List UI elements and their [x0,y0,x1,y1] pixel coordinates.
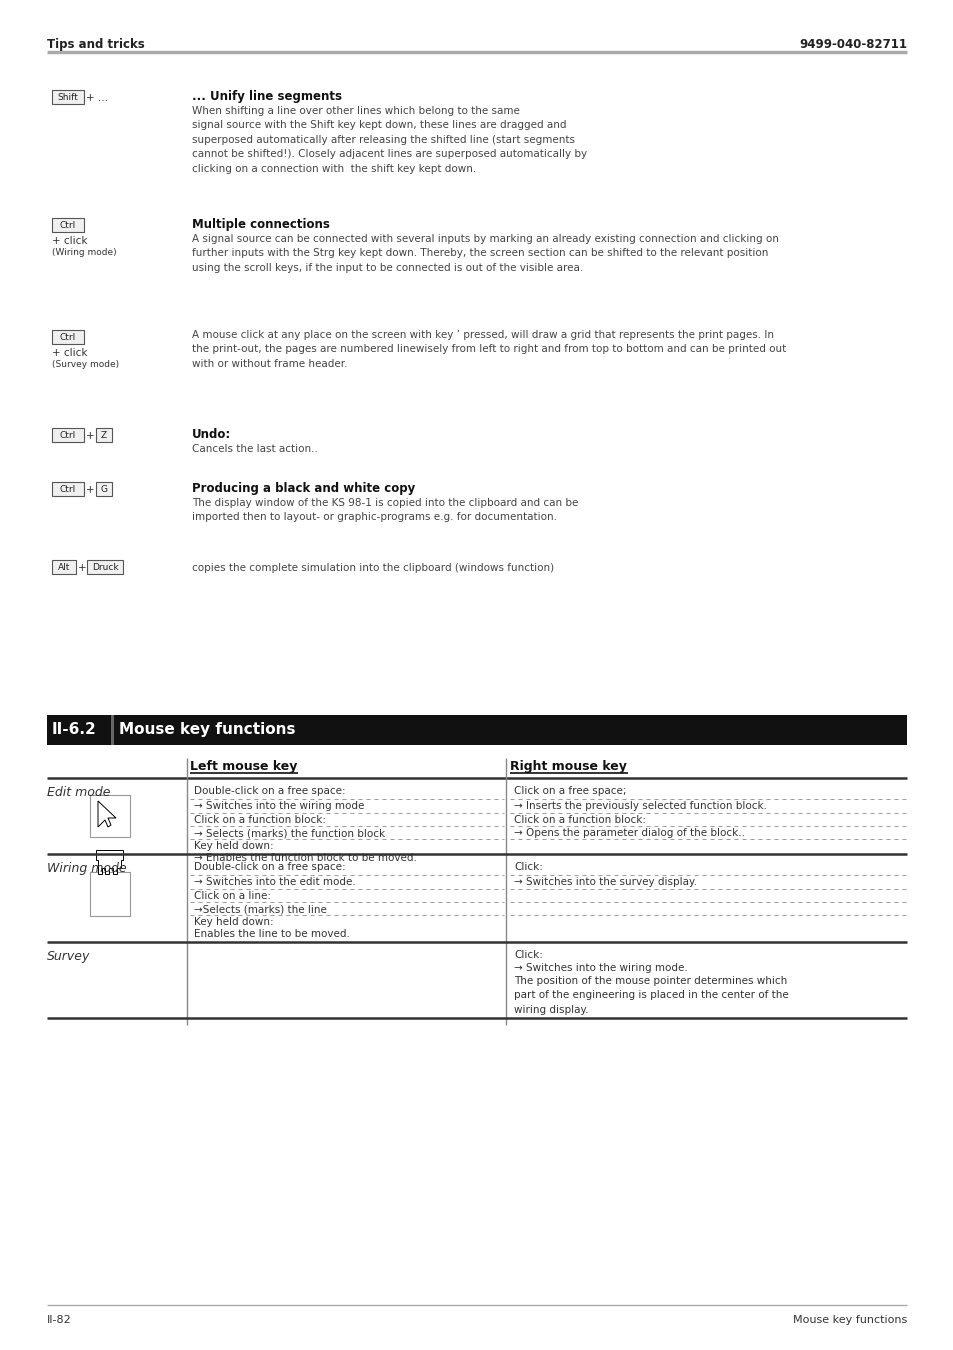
Bar [90,795,130,837]
Bar [52,428,84,441]
Bar [87,560,123,574]
Text: Mouse key functions: Mouse key functions [792,1315,906,1324]
Text: Wiring mode: Wiring mode [47,863,127,875]
Polygon shape [98,801,116,828]
Text: + click: + click [52,348,88,358]
Text: → Enables the function block to be moved.: → Enables the function block to be moved… [193,853,416,863]
Text: → Switches into the edit mode.: → Switches into the edit mode. [193,878,355,887]
Text: → Switches into the survey display.: → Switches into the survey display. [514,878,697,887]
Text: Druck: Druck [91,563,118,572]
Text: A signal source can be connected with several inputs by marking an already exist: A signal source can be connected with se… [192,234,778,273]
Text: (Survey mode): (Survey mode) [52,360,119,369]
Bar [52,482,84,495]
Text: Double-click on a free space:: Double-click on a free space: [193,786,345,796]
Bar [52,329,84,344]
Text: Survey: Survey [47,950,91,963]
Text: → Switches into the wiring mode: → Switches into the wiring mode [193,801,364,811]
Text: Double-click on a free space:: Double-click on a free space: [193,863,345,872]
Text: → Switches into the wiring mode.: → Switches into the wiring mode. [514,963,687,973]
Text: Tips and tricks: Tips and tricks [47,38,145,51]
Text: Undo:: Undo: [192,428,231,441]
Text: II-82: II-82 [47,1315,71,1324]
Text: A mouse click at any place on the screen with key ’ pressed, will draw a grid th: A mouse click at any place on the screen… [192,329,785,369]
Text: Key held down:: Key held down: [193,841,274,850]
Bar [96,482,112,495]
Text: ... Unify line segments: ... Unify line segments [192,90,341,103]
Text: Click:: Click: [514,950,542,960]
Text: Multiple connections: Multiple connections [192,217,330,231]
Text: 9499-040-82711: 9499-040-82711 [799,38,906,51]
Text: →Selects (marks) the line: →Selects (marks) the line [193,904,327,914]
Text: → Selects (marks) the function block: → Selects (marks) the function block [193,828,385,838]
Text: Ctrl: Ctrl [60,486,76,494]
Text: Cancels the last action..: Cancels the last action.. [192,444,317,454]
Bar [52,560,76,574]
Text: Mouse key functions: Mouse key functions [119,722,295,737]
Text: II-6.2: II-6.2 [52,722,96,737]
Text: + ...: + ... [86,93,108,103]
Text: The position of the mouse pointer determines which
part of the engineering is pl: The position of the mouse pointer determ… [514,976,788,1015]
Text: Alt: Alt [58,563,71,572]
Text: Ctrl: Ctrl [60,333,76,343]
Text: → Opens the parameter dialog of the block..: → Opens the parameter dialog of the bloc… [514,828,744,838]
Text: Left mouse key: Left mouse key [190,760,297,774]
Bar [90,872,130,917]
Text: Click on a function block:: Click on a function block: [514,815,645,825]
Text: Edit mode: Edit mode [47,786,111,799]
Text: Key held down:: Key held down: [193,917,274,927]
Text: Shift: Shift [57,93,78,103]
Bar [47,716,906,745]
Text: → Inserts the previously selected function block.: → Inserts the previously selected functi… [514,801,766,811]
Text: +: + [78,563,87,572]
Text: Ctrl: Ctrl [60,432,76,440]
Bar [96,428,112,441]
Text: Z: Z [101,432,107,440]
Text: Click on a function block:: Click on a function block: [193,815,326,825]
Text: +: + [86,485,94,495]
Text: Ctrl: Ctrl [60,221,76,231]
Text: When shifting a line over other lines which belong to the same
signal source wit: When shifting a line over other lines wh… [192,107,586,174]
Text: Click:: Click: [514,863,542,872]
Text: Right mouse key: Right mouse key [510,760,626,774]
Text: The display window of the KS 98-1 is copied into the clipboard and can be
import: The display window of the KS 98-1 is cop… [192,498,578,522]
Text: (Wiring mode): (Wiring mode) [52,248,116,256]
Text: G: G [100,486,108,494]
Text: Click on a free space;: Click on a free space; [514,786,626,796]
Text: Producing a black and white copy: Producing a black and white copy [192,482,415,495]
Text: +: + [86,431,94,441]
Text: Enables the line to be moved.: Enables the line to be moved. [193,929,350,940]
Bar [111,716,113,745]
Text: copies the complete simulation into the clipboard (windows function): copies the complete simulation into the … [192,563,554,572]
Polygon shape [96,850,123,873]
Text: Click on a line:: Click on a line: [193,891,271,900]
Bar [52,217,84,232]
Text: + click: + click [52,236,88,246]
Bar [52,90,84,104]
